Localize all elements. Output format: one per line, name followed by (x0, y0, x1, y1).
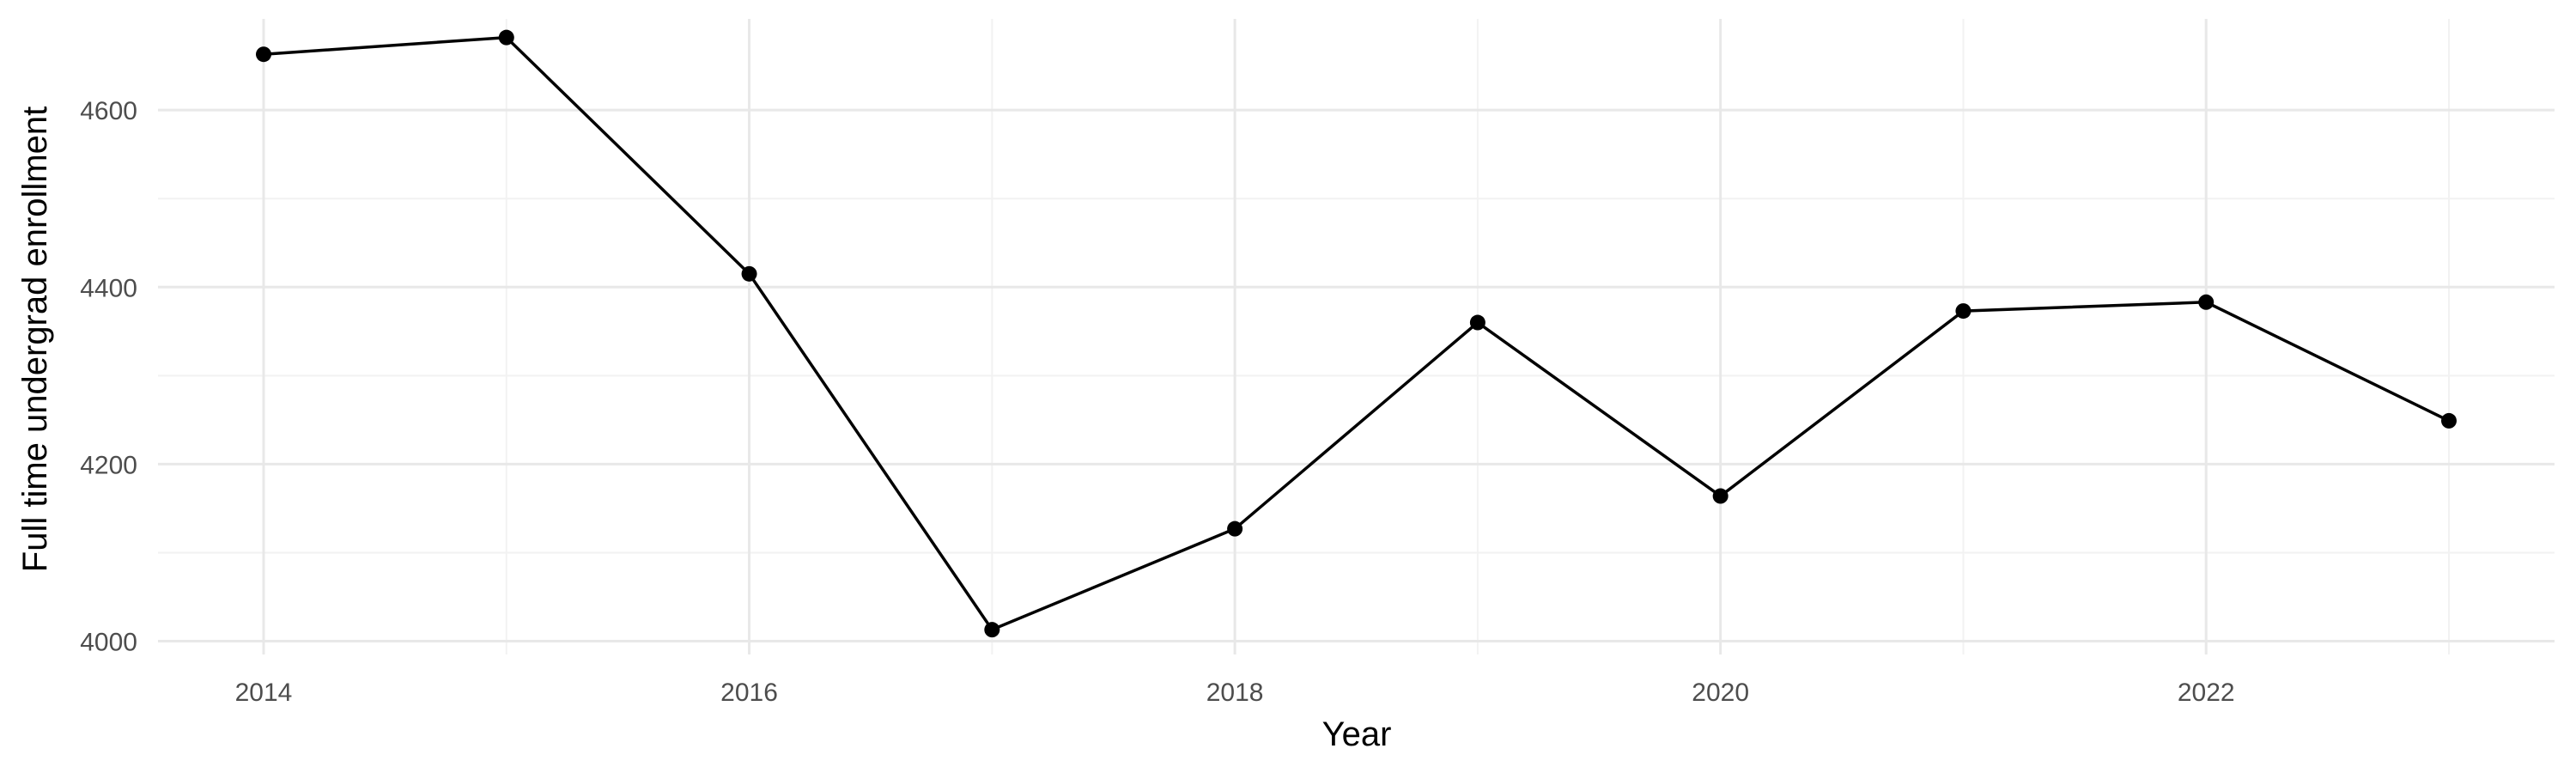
x-tick-label: 2022 (2178, 679, 2235, 707)
data-point (984, 622, 1000, 638)
data-point (1955, 303, 1971, 320)
y-tick-label: 4400 (80, 274, 137, 302)
x-tick-label: 2014 (235, 679, 293, 707)
series-layer (263, 35, 2450, 632)
data-point (1227, 520, 1243, 537)
data-point (2440, 412, 2457, 429)
y-tick-label: 4000 (80, 629, 137, 657)
data-point (2198, 294, 2215, 310)
x-tick-label: 2020 (1692, 679, 1749, 707)
data-point (498, 29, 514, 46)
data-point (256, 46, 272, 63)
points-layer (256, 29, 2457, 638)
data-point (741, 265, 757, 282)
data-point (1712, 488, 1728, 504)
x-tick-label: 2018 (1206, 679, 1264, 707)
data-point (1469, 314, 1485, 331)
y-tick-labels: 4000 4200 4400 4600 (80, 97, 137, 656)
grid (158, 19, 2555, 654)
series-line (263, 35, 2450, 632)
x-axis-title: Year (1322, 715, 1392, 753)
y-tick-label: 4200 (80, 451, 137, 479)
y-tick-label: 4600 (80, 97, 137, 125)
x-tick-labels: 2014 2016 2018 2020 2022 (235, 679, 2235, 707)
y-axis-title: Full time undergrad enrollment (16, 107, 54, 572)
x-tick-label: 2016 (720, 679, 778, 707)
